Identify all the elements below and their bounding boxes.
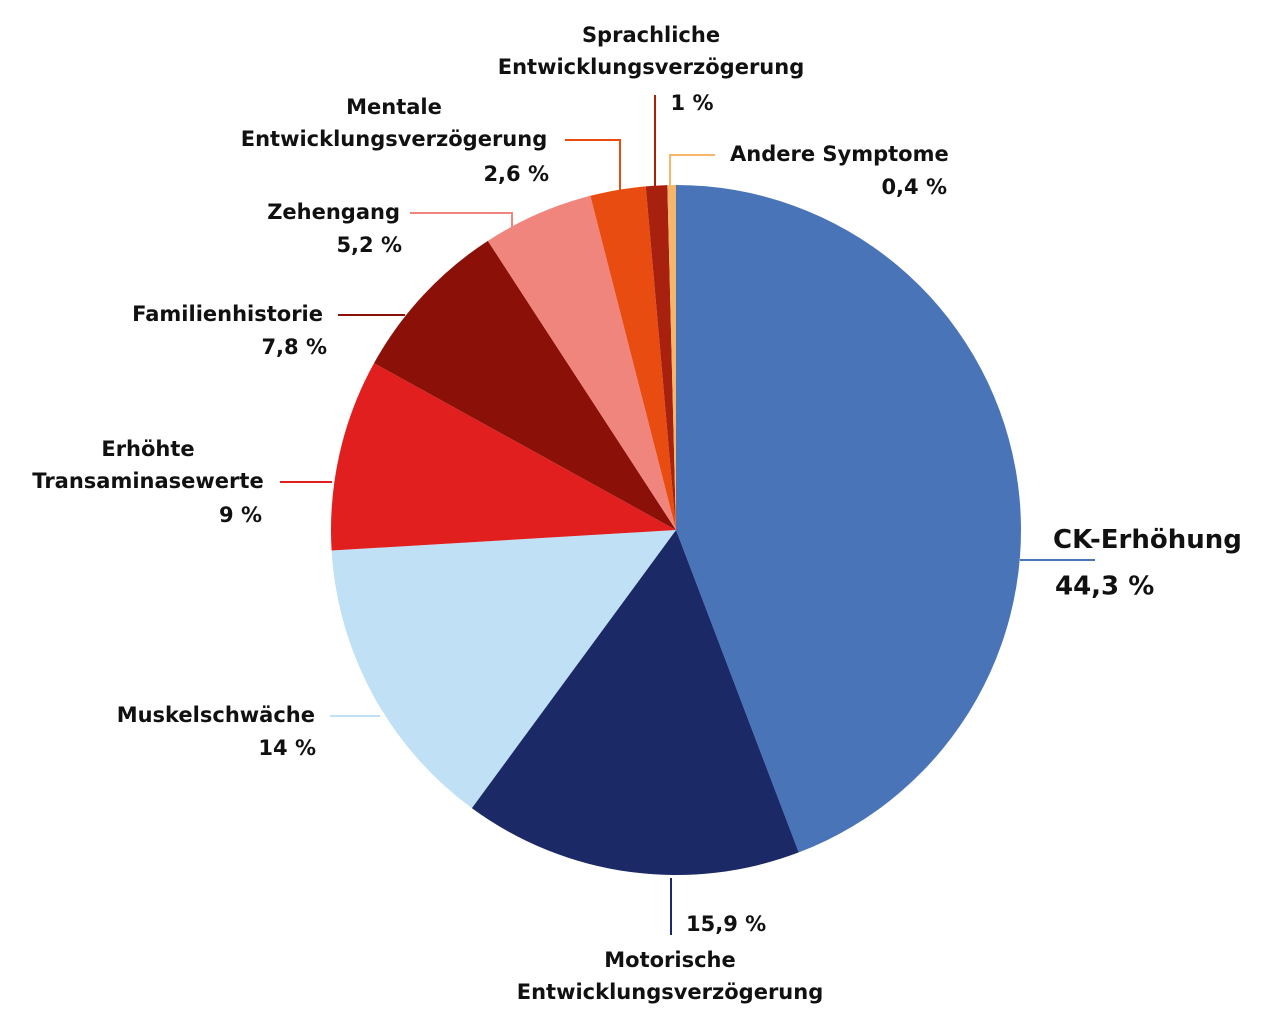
pie-slice bbox=[331, 363, 676, 551]
pie-slice bbox=[667, 185, 676, 530]
pie-slice bbox=[590, 186, 676, 530]
pie-slice bbox=[645, 185, 676, 530]
leader-line bbox=[565, 139, 621, 190]
category-label: Familienhistorie bbox=[132, 302, 323, 326]
value-label: 0,4 % bbox=[881, 175, 947, 199]
category-label: Muskelschwäche bbox=[117, 703, 315, 727]
category-label: Andere Symptome bbox=[730, 142, 949, 166]
category-label: Zehengang bbox=[267, 200, 400, 224]
pie-slice bbox=[676, 184, 1022, 853]
category-label: Erhöhte Transaminasewerte bbox=[32, 437, 263, 493]
value-label: 5,2 % bbox=[336, 233, 402, 257]
pie-slice bbox=[487, 195, 676, 530]
value-label: 9 % bbox=[219, 503, 262, 527]
category-label: Sprachliche Entwicklungsverzögerung bbox=[498, 23, 804, 79]
value-label: 44,3 % bbox=[1055, 572, 1154, 602]
leader-line bbox=[669, 154, 715, 186]
pie-slice bbox=[331, 530, 676, 809]
value-label: 1 % bbox=[671, 91, 714, 115]
leader-line bbox=[410, 212, 513, 228]
category-label: Motorische Entwicklungsverzögerung bbox=[517, 948, 823, 1004]
category-label: Mentale Entwicklungsverzögerung bbox=[241, 95, 547, 151]
value-label: 2,6 % bbox=[483, 162, 549, 186]
value-label: 7,8 % bbox=[261, 335, 327, 359]
pie-slice bbox=[471, 530, 799, 876]
value-label: 15,9 % bbox=[686, 912, 766, 936]
pie-slice bbox=[374, 240, 676, 531]
category-label: CK-Erhöhung bbox=[1053, 525, 1242, 555]
value-label: 14 % bbox=[258, 736, 316, 760]
